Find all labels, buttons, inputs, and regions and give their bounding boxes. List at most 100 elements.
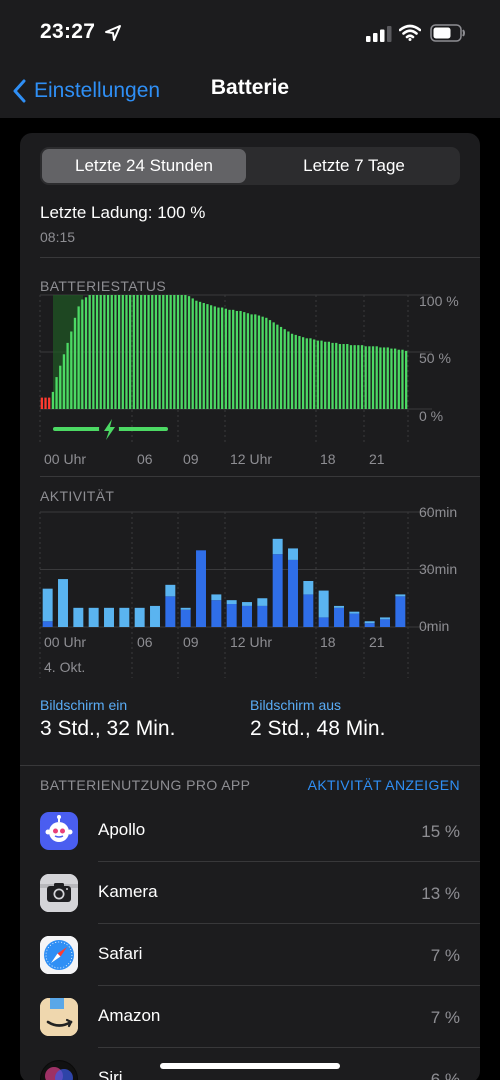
activity-x-tick: 00 Uhr — [44, 634, 86, 650]
activity-bar-screen-off — [211, 594, 222, 601]
battery-bar — [364, 346, 367, 409]
battery-bar — [180, 295, 183, 409]
location-arrow-icon — [105, 25, 121, 41]
activity-bar-screen-off — [364, 621, 375, 624]
back-button[interactable]: Einstellungen — [12, 76, 160, 106]
activity-bar-screen-off — [334, 605, 344, 608]
activity-bar-screen-off — [257, 598, 268, 606]
app-name: Kamera — [98, 882, 158, 901]
battery-bar — [173, 295, 176, 409]
activity-bar-screen-off — [303, 581, 314, 595]
divider — [98, 985, 480, 986]
activity-bar-screen-on — [242, 605, 252, 627]
battery-bar — [246, 313, 250, 409]
time-range-segmented-control: Letzte 24 Stunden Letzte 7 Tage — [40, 147, 460, 185]
battery-bar — [228, 309, 231, 409]
battery-bar — [349, 345, 353, 409]
activity-bar-screen-off — [42, 588, 53, 622]
activity-bar-screen-on — [226, 604, 237, 627]
battery-bar — [176, 295, 180, 409]
battery-bar — [327, 341, 331, 409]
activity-x-tick: 18 — [320, 634, 336, 650]
battery-bar — [287, 331, 290, 409]
battery-x-tick: 12 Uhr — [230, 451, 272, 467]
activity-bar-screen-on — [180, 609, 191, 627]
activity-bar-screen-off — [58, 579, 68, 627]
battery-bar — [313, 339, 316, 409]
app-row-apollo[interactable]: Apollo 15 % — [20, 800, 480, 862]
battery-status-title: BATTERIESTATUS — [40, 278, 167, 294]
divider — [98, 1047, 480, 1048]
battery-level-chart-svg: 100 % 50 % 0 % 00 Uhr 06 09 12 Uhr 18 21 — [39, 293, 459, 467]
battery-bar — [371, 346, 375, 409]
battery-bar — [114, 295, 117, 409]
battery-bar — [121, 295, 124, 409]
battery-bar — [195, 300, 198, 409]
show-activity-button[interactable]: AKTIVITÄT ANZEIGEN — [307, 777, 460, 793]
battery-bar — [73, 317, 77, 409]
app-percent: 6 % — [430, 1070, 460, 1080]
battery-bar — [209, 305, 213, 409]
battery-bar — [342, 344, 345, 409]
app-row-siri[interactable]: Siri 6 % — [20, 1048, 480, 1080]
segment-last-24-hours[interactable]: Letzte 24 Stunden — [42, 149, 246, 183]
battery-bar — [55, 377, 58, 409]
app-row-kamera[interactable]: Kamera 13 % — [20, 862, 480, 924]
activity-bar-screen-on — [303, 594, 314, 627]
battery-bar — [401, 349, 404, 409]
activity-bar-screen-off — [73, 607, 84, 627]
battery-bar — [346, 344, 349, 409]
home-indicator[interactable] — [160, 1063, 340, 1069]
battery-bar — [375, 346, 378, 409]
siri-icon — [40, 1060, 78, 1080]
activity-bar-screen-off — [318, 590, 329, 618]
app-row-amazon[interactable]: Amazon 7 % — [20, 986, 480, 1048]
battery-bar — [224, 308, 227, 409]
activity-title: AKTIVITÄT — [40, 488, 115, 504]
activity-bar-screen-on — [349, 613, 360, 627]
battery-bar — [386, 347, 389, 409]
battery-bar — [279, 326, 283, 409]
battery-bar — [92, 295, 95, 409]
battery-bar — [66, 342, 69, 409]
activity-bar-screen-on — [196, 550, 206, 627]
segment-last-7-days[interactable]: Letzte 7 Tage — [303, 156, 405, 175]
battery-bar — [276, 324, 279, 409]
battery-bar — [257, 315, 261, 409]
battery-level-chart[interactable]: 100 % 50 % 0 % 00 Uhr 06 09 12 Uhr 18 21 — [20, 293, 480, 473]
activity-bar-screen-on — [364, 623, 375, 627]
app-name: Safari — [98, 944, 143, 963]
activity-x-tick: 06 — [137, 634, 153, 650]
battery-bar — [235, 310, 239, 409]
battery-bar — [290, 333, 294, 409]
app-row-safari[interactable]: Safari 7 % — [20, 924, 480, 986]
screen-off-value: 2 Std., 48 Min. — [250, 717, 386, 740]
activity-bar-screen-on — [334, 607, 344, 627]
battery-bar — [51, 391, 55, 409]
battery-bar — [250, 314, 253, 409]
battery-bar — [154, 295, 158, 409]
battery-bar — [99, 295, 102, 409]
battery-bar — [44, 397, 47, 409]
battery-bar — [393, 348, 397, 409]
activity-x-tick: 09 — [183, 634, 199, 650]
activity-bar-screen-off — [380, 617, 390, 620]
battery-bar — [338, 344, 342, 409]
battery-bar — [202, 302, 205, 409]
battery-bar — [110, 295, 113, 409]
battery-bar — [254, 314, 257, 409]
divider — [40, 476, 480, 477]
battery-bar — [48, 397, 51, 409]
battery-bar — [335, 342, 338, 409]
app-percent: 13 % — [421, 884, 460, 903]
battery-bar — [158, 295, 161, 409]
battery-bar — [357, 345, 360, 409]
activity-bar-screen-off — [119, 607, 130, 627]
activity-chart[interactable]: 60min 30min 0min 00 Uhr 06 09 12 Uhr 18 … — [20, 503, 480, 683]
battery-bar — [265, 317, 268, 409]
battery-x-tick: 18 — [320, 451, 336, 467]
last-charge-label: Letzte Ladung: 100 % — [40, 203, 206, 222]
chevron-left-icon — [13, 79, 26, 103]
battery-bar — [283, 329, 286, 409]
battery-bar — [309, 338, 312, 409]
